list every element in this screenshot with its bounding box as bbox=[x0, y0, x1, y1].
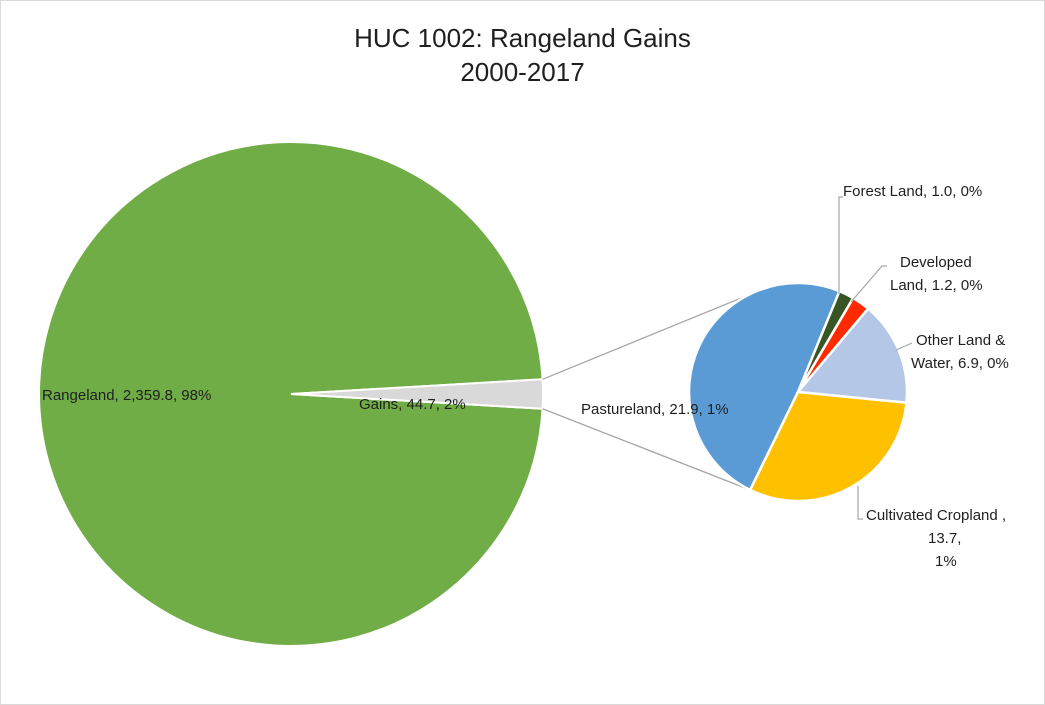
primary-pie bbox=[37, 141, 544, 647]
leader-forest-land bbox=[838, 196, 843, 294]
connector-line-top bbox=[542, 287, 767, 380]
data-label-developed-land-line2: Land, 1.2, 0% bbox=[890, 277, 983, 294]
data-label-rangeland: Rangeland, 2,359.8, 98% bbox=[42, 387, 211, 404]
data-label-other-land-water-line2: Water, 6.9, 0% bbox=[911, 355, 1009, 372]
leader-cultivated-cropland bbox=[857, 486, 863, 520]
data-label-cultivated-cropland-line3: 1% bbox=[935, 553, 957, 570]
data-label-pastureland: Pastureland, 21.9, 1% bbox=[581, 401, 729, 418]
connector-line-bottom bbox=[542, 408, 751, 491]
secondary-pie bbox=[687, 281, 909, 503]
slice-pastureland bbox=[687, 281, 842, 492]
slice-other-land-water bbox=[795, 306, 909, 405]
slice-gains bbox=[290, 378, 544, 410]
slice-cultivated-cropland bbox=[748, 390, 908, 503]
data-label-forest-land: Forest Land, 1.0, 0% bbox=[843, 183, 982, 200]
chart-title: HUC 1002: Rangeland Gains 2000-2017 bbox=[1, 21, 1044, 89]
data-labels: Rangeland, 2,359.8, 98% Gains, 44.7, 2% … bbox=[42, 183, 1009, 570]
slice-rangeland bbox=[37, 141, 544, 647]
data-label-gains: Gains, 44.7, 2% bbox=[359, 396, 466, 413]
chart-title-line1: HUC 1002: Rangeland Gains bbox=[354, 23, 691, 53]
leader-other-land-water bbox=[895, 342, 913, 351]
data-label-other-land-water-line1: Other Land & bbox=[916, 332, 1005, 349]
data-label-developed-land-line1: Developed bbox=[900, 254, 972, 271]
data-label-cultivated-cropland-line1: Cultivated Cropland , bbox=[866, 507, 1006, 524]
leader-lines bbox=[838, 196, 913, 520]
connector-lines bbox=[542, 287, 767, 491]
data-label-cultivated-cropland-line2: 13.7, bbox=[928, 530, 961, 547]
leader-developed-land bbox=[850, 265, 887, 303]
chart-title-line2: 2000-2017 bbox=[460, 57, 585, 87]
